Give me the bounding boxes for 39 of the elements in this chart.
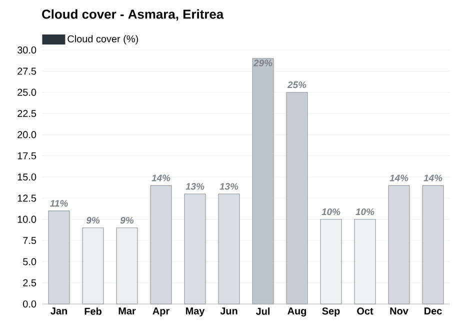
x-tick-label: Aug: [288, 308, 306, 316]
y-tick-label: 20.0: [18, 131, 36, 138]
y-tick-label: 0.0: [23, 300, 36, 308]
data-label: 11%: [50, 200, 68, 207]
x-tick-label: Sep: [322, 308, 340, 317]
y-tick-label: 17.5: [18, 152, 36, 160]
x-tick-label: Jan: [50, 308, 67, 314]
chart-title: Cloud cover - Asmara, Eritrea: [42, 9, 224, 21]
data-label: 25%: [287, 81, 306, 88]
y-tick-label: 12.5: [18, 194, 36, 202]
x-tick-label: Dec: [424, 308, 442, 314]
data-label: 10%: [322, 208, 340, 216]
y-tick-label: 15.0: [18, 173, 36, 181]
y-tick-label: 2.5: [23, 279, 36, 286]
y-tick-label: 5.0: [23, 258, 36, 266]
y-tick-label: 22.5: [18, 110, 36, 118]
data-label: 14%: [424, 174, 442, 182]
data-label: 9%: [86, 216, 100, 224]
data-label: 9%: [120, 216, 134, 224]
data-label: 13%: [186, 183, 204, 190]
y-tick-label: 30.0: [17, 46, 36, 54]
y-tick-label: 10.0: [18, 216, 36, 223]
data-label: 14%: [152, 174, 170, 182]
x-tick-label: Oct: [357, 308, 374, 315]
data-label: 29%: [253, 60, 272, 66]
x-tick-label: Mar: [118, 308, 136, 314]
data-label: 10%: [356, 208, 374, 216]
data-label: 13%: [220, 183, 238, 190]
x-tick-label: Jul: [256, 308, 270, 315]
y-tick-label: 7.5: [23, 237, 36, 244]
text: Cloud cover (%): [68, 35, 138, 44]
x-tick-label: Jun: [220, 308, 238, 314]
x-tick-label: Feb: [84, 308, 102, 315]
data-label: 14%: [390, 174, 408, 182]
y-tick-label: 27.5: [18, 68, 36, 75]
x-tick-label: Nov: [390, 308, 408, 314]
x-tick-label: May: [186, 308, 205, 316]
y-tick-label: 25.0: [18, 88, 36, 96]
x-tick-label: Apr: [152, 308, 170, 316]
